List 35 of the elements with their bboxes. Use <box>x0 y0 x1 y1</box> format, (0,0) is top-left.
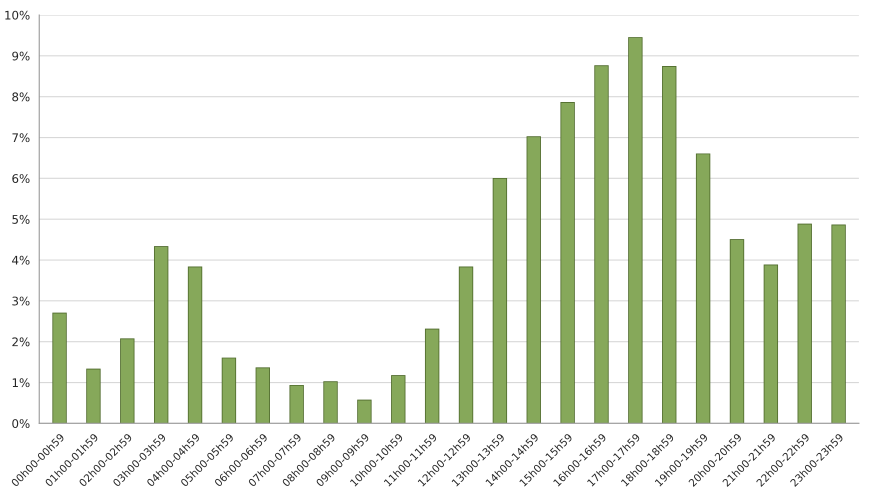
bar <box>120 338 134 424</box>
bar <box>628 37 643 424</box>
y-tick-label: 8% <box>12 92 30 102</box>
bar <box>52 312 67 424</box>
bar <box>526 136 541 424</box>
bar <box>424 328 440 424</box>
bar <box>594 65 609 424</box>
y-tick-label: 9% <box>12 52 30 61</box>
bar <box>391 375 406 424</box>
bar <box>696 153 710 424</box>
bar <box>730 239 744 424</box>
bar <box>492 178 508 424</box>
bar <box>188 266 202 424</box>
y-tick-label: 0% <box>12 419 30 428</box>
y-tick-label: 5% <box>12 214 30 224</box>
y-tick-label: 4% <box>12 256 30 265</box>
bar <box>86 368 101 424</box>
bar <box>357 400 372 424</box>
bar <box>662 66 676 424</box>
bar <box>256 367 270 424</box>
bar <box>831 224 846 424</box>
bar <box>458 266 474 424</box>
bar <box>289 384 304 424</box>
bar <box>764 264 778 424</box>
y-tick-label: 7% <box>12 133 30 142</box>
y-tick-label: 2% <box>12 337 30 346</box>
y-tick-label: 10% <box>5 10 30 20</box>
bar <box>560 102 575 424</box>
bar <box>154 246 168 424</box>
bar <box>798 224 812 424</box>
y-tick-label: 3% <box>12 296 30 306</box>
bar <box>222 358 236 424</box>
y-tick-label: 6% <box>12 174 30 184</box>
bar <box>323 381 338 424</box>
y-tick-label: 1% <box>12 378 30 388</box>
